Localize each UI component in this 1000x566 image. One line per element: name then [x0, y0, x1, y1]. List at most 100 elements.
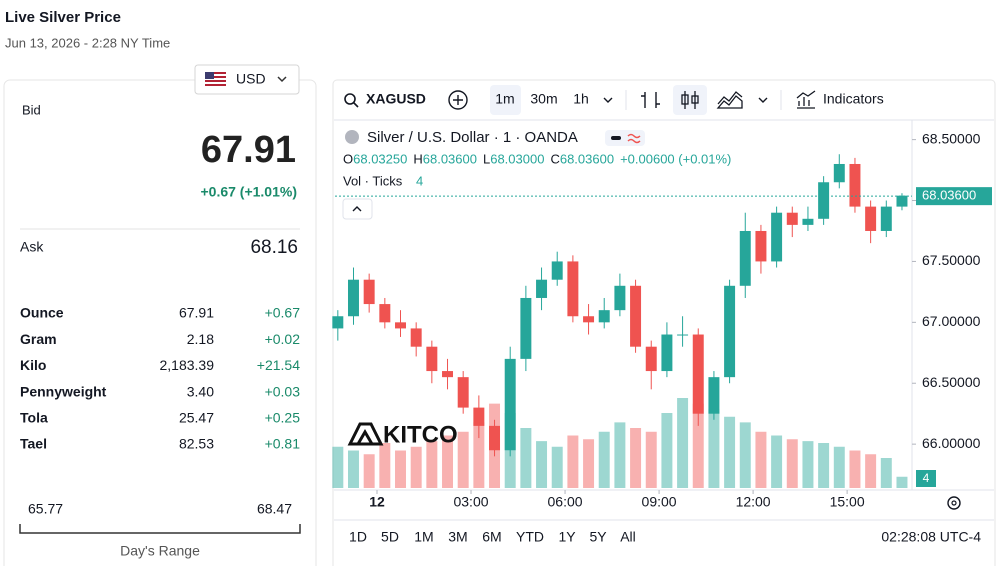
indicators-button[interactable]: Indicators	[796, 90, 884, 109]
currency: USD	[236, 71, 266, 87]
volume-bar	[551, 446, 563, 488]
unit-change: +0.67	[265, 305, 301, 321]
volume-bar	[536, 441, 548, 488]
candle-style[interactable]	[673, 85, 707, 115]
candle-body	[692, 334, 704, 414]
volume-bar	[677, 398, 689, 488]
unit-change: +0.03	[265, 383, 301, 399]
volume-bar	[880, 458, 892, 488]
candle-body	[802, 218, 814, 225]
candle-body	[677, 334, 689, 336]
symbol: XAGUSD	[366, 91, 426, 107]
unit-name: Tael	[20, 436, 47, 452]
y-tick-label: 66.50000	[922, 374, 981, 390]
range-button[interactable]: All	[620, 529, 636, 545]
range-button[interactable]: 3M	[448, 529, 467, 545]
candle-body	[348, 279, 359, 317]
volume-bar	[457, 431, 469, 488]
range-button[interactable]: 5Y	[589, 529, 607, 545]
ohlc-key: C	[550, 151, 559, 166]
candle-body	[708, 377, 720, 414]
candle-body	[661, 334, 673, 372]
candle-body	[849, 163, 861, 207]
candle-body	[442, 371, 454, 378]
ohlc-value: 68.03600	[423, 151, 477, 166]
candle-body	[583, 316, 595, 323]
symbol-search[interactable]: XAGUSD	[344, 91, 426, 108]
ohlc-key: O	[343, 151, 353, 166]
interval[interactable]: 1h	[573, 91, 589, 107]
candle-body	[473, 407, 485, 426]
candle-body	[645, 346, 657, 372]
volume-bar	[348, 450, 359, 488]
chart-card	[332, 79, 996, 566]
volume-bar	[598, 431, 610, 488]
volume-bar	[865, 454, 877, 488]
candle-body	[896, 195, 908, 207]
collapse-legend[interactable]	[342, 198, 373, 220]
candle-body	[520, 297, 532, 359]
watermark: KITCO	[383, 421, 458, 448]
candle-body	[536, 279, 548, 298]
range-button[interactable]: 1D	[349, 529, 367, 545]
style-menu[interactable]	[758, 97, 768, 103]
settings[interactable]	[947, 496, 961, 510]
volume-bar	[896, 476, 908, 488]
ohlc-change: +0.00600 (+0.01%)	[620, 151, 731, 166]
unit-price: 2,183.39	[160, 357, 215, 373]
unit-price: 82.53	[179, 436, 214, 452]
range-button[interactable]: 5D	[381, 529, 399, 545]
vol-badge-bg	[916, 470, 936, 487]
volume-bar	[786, 439, 798, 488]
volume-bar	[332, 446, 344, 488]
x-tick-label: 09:00	[642, 494, 677, 510]
candle-body	[598, 310, 610, 323]
interval-menu[interactable]	[603, 97, 613, 103]
unit-change: +21.54	[257, 357, 300, 373]
volume-bar	[771, 435, 783, 488]
unit-price: 3.40	[187, 383, 214, 399]
x-tick-label: 06:00	[548, 494, 583, 510]
unit-name: Gram	[20, 331, 57, 347]
interval[interactable]: 1m	[495, 91, 514, 107]
bid: 67.91	[201, 129, 296, 171]
instrument-icon	[345, 130, 359, 144]
range-bar	[19, 524, 301, 534]
date: Jun 13, 2026 - 2:28 NY Time	[5, 35, 170, 50]
volume-bar	[833, 446, 845, 488]
active-interval-bg	[490, 85, 521, 115]
x-tick-label: 12:00	[736, 494, 771, 510]
volume-bar	[661, 413, 673, 488]
volume-bar	[614, 422, 626, 488]
volume-bar	[426, 441, 438, 488]
bid-change: +0.67 (+1.01%)	[200, 184, 297, 200]
candle-body	[739, 230, 751, 286]
volume-bar	[708, 409, 720, 488]
range-button[interactable]: YTD	[516, 529, 544, 545]
ohlc-legend: O 68.03250 H 68.03600 L 68.03000 C 68.03600 +0.0…	[343, 151, 731, 166]
volume-bar	[739, 422, 751, 488]
ohlc-key: L	[483, 151, 490, 166]
candle-body	[833, 163, 845, 183]
candle-body	[818, 182, 830, 219]
interval[interactable]: 30m	[530, 91, 557, 107]
ohlc-value: 68.03000	[490, 151, 544, 166]
ask-label: Ask	[20, 239, 44, 255]
range-button[interactable]: 1Y	[558, 529, 576, 545]
area-style[interactable]	[716, 91, 743, 109]
last-price-bg	[916, 187, 992, 206]
range-button[interactable]: 6M	[482, 529, 501, 545]
indicators: Indicators	[823, 91, 884, 107]
unit-table: Ounce 67.91 +0.67 Gram 2.18 +0.02 Kilo 2,183.39…	[20, 305, 300, 452]
range-high: 68.47	[257, 501, 292, 517]
currency-select[interactable]: USD	[194, 64, 300, 95]
candle-body	[395, 322, 406, 329]
bar-style[interactable]	[641, 92, 660, 108]
range-button[interactable]: 1M	[414, 529, 433, 545]
candle-body	[457, 377, 469, 408]
compare-button[interactable]	[448, 90, 468, 110]
candle-body	[332, 316, 344, 329]
vol-value: 4	[416, 173, 423, 188]
volume-bar	[442, 435, 454, 488]
